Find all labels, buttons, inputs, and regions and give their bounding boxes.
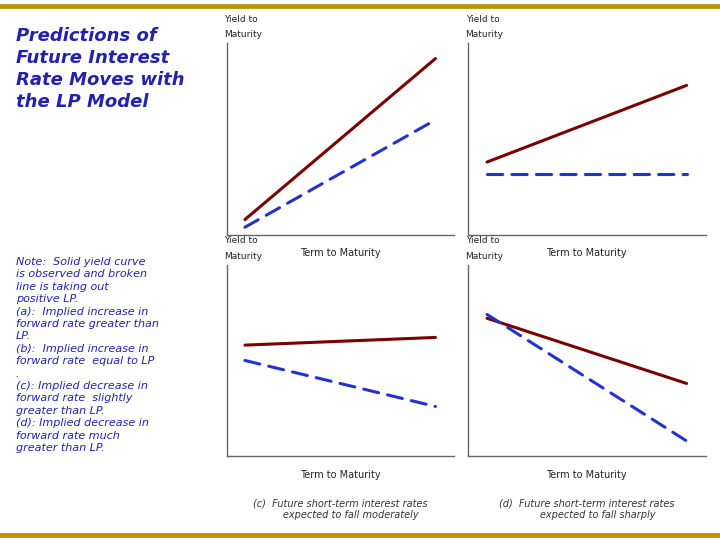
- Text: Maturity: Maturity: [466, 252, 503, 261]
- Text: Yield to: Yield to: [466, 15, 499, 24]
- Text: Maturity: Maturity: [225, 30, 263, 39]
- Text: Yield to: Yield to: [225, 15, 258, 24]
- Text: Yield to: Yield to: [225, 237, 258, 245]
- Text: Yield to: Yield to: [466, 237, 499, 245]
- Text: Maturity: Maturity: [225, 252, 263, 261]
- Text: Maturity: Maturity: [466, 30, 503, 39]
- Text: Note:  Solid yield curve
is observed and broken
line is taking out
positive LP.
: Note: Solid yield curve is observed and …: [16, 257, 158, 453]
- Text: (b)  Future short-term interest rates
       expected to stay the same: (b) Future short-term interest rates exp…: [499, 277, 675, 299]
- Text: (d)  Future short-term interest rates
       expected to fall sharply: (d) Future short-term interest rates exp…: [499, 498, 675, 520]
- Text: (a)  Future short-term interest rates
       expected to rise: (a) Future short-term interest rates exp…: [253, 277, 428, 299]
- Text: Predictions of
Future Interest
Rate Moves with
the LP Model: Predictions of Future Interest Rate Move…: [16, 26, 184, 111]
- Text: Term to Maturity: Term to Maturity: [300, 470, 380, 480]
- Text: Term to Maturity: Term to Maturity: [300, 248, 380, 258]
- Text: (c)  Future short-term interest rates
       expected to fall moderately: (c) Future short-term interest rates exp…: [253, 498, 428, 520]
- Text: Term to Maturity: Term to Maturity: [546, 470, 627, 480]
- Text: Term to Maturity: Term to Maturity: [546, 248, 627, 258]
